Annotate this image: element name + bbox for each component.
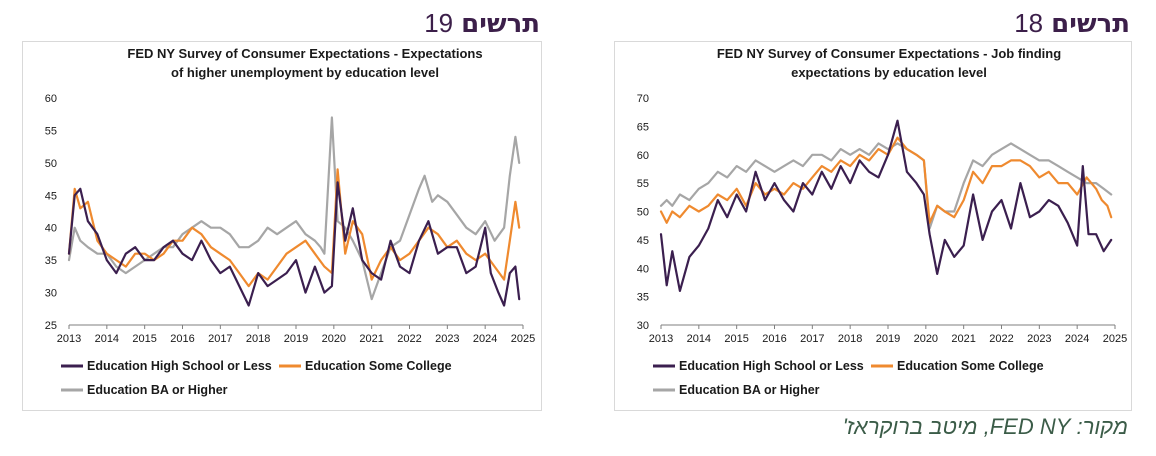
figure-19-label: תרשים (461, 9, 540, 39)
source-note: מקור: FED NY, מיטב ברוקראז' (842, 414, 1128, 439)
series-line-education-some-college (67, 168, 521, 288)
x-tick-label: 2019 (876, 333, 900, 345)
x-tick-label: 2013 (57, 333, 81, 345)
x-tick-label: 2022 (397, 333, 421, 345)
x-tick-label: 2024 (473, 333, 497, 345)
x-tick-label: 2014 (95, 333, 119, 345)
y-tick-label: 30 (45, 288, 57, 300)
y-tick-label: 60 (45, 93, 57, 105)
y-tick-label: 55 (637, 178, 649, 190)
y-tick-label: 40 (45, 223, 57, 235)
x-tick-label: 2017 (208, 333, 232, 345)
chart-title-line: expectations by education level (791, 65, 987, 80)
y-tick-label: 30 (637, 320, 649, 332)
series-line-education-ba-or-higher (659, 142, 1113, 230)
y-tick-label: 65 (637, 121, 649, 133)
x-tick-label: 2015 (132, 333, 156, 345)
series-line-education-ba-or-higher (67, 116, 521, 301)
x-tick-label: 2023 (435, 333, 459, 345)
x-tick-label: 2017 (800, 333, 824, 345)
series-line-education-high-school-or-less (659, 119, 1113, 292)
x-tick-label: 2014 (687, 333, 711, 345)
job-finding-chart: FED NY Survey of Consumer Expectations -… (637, 46, 1127, 397)
x-tick-label: 2024 (1065, 333, 1089, 345)
series-line-education-some-college (659, 136, 1113, 224)
legend-label: Education Some College (305, 359, 452, 373)
chart-title-line: FED NY Survey of Consumer Expectations -… (127, 46, 482, 61)
y-tick-label: 50 (637, 207, 649, 219)
y-tick-label: 70 (637, 93, 649, 105)
x-tick-label: 2020 (322, 333, 346, 345)
y-tick-label: 25 (45, 320, 57, 332)
x-tick-label: 2021 (951, 333, 975, 345)
figure-18-label: תרשים (1051, 9, 1130, 39)
y-tick-label: 45 (45, 190, 57, 202)
x-tick-label: 2020 (914, 333, 938, 345)
chart-title-line: of higher unemployment by education leve… (171, 65, 439, 80)
x-tick-label: 2023 (1027, 333, 1051, 345)
unemployment-chart: FED NY Survey of Consumer Expectations -… (45, 46, 535, 397)
legend-label: Education BA or Higher (679, 383, 820, 397)
figure-18-heading: תרשים 18 (610, 8, 1130, 44)
legend-label: Education BA or Higher (87, 383, 228, 397)
x-tick-label: 2018 (838, 333, 862, 345)
y-tick-label: 55 (45, 125, 57, 137)
figure-19-heading: תרשים 19 (20, 8, 540, 44)
y-tick-label: 35 (45, 255, 57, 267)
x-tick-label: 2016 (762, 333, 786, 345)
x-tick-label: 2018 (246, 333, 270, 345)
figure-18-number: 18 (1014, 8, 1044, 38)
x-tick-label: 2025 (1103, 333, 1127, 345)
legend-label: Education High School or Less (87, 359, 272, 373)
y-tick-label: 60 (637, 150, 649, 162)
x-tick-label: 2025 (511, 333, 535, 345)
x-tick-label: 2013 (649, 333, 673, 345)
x-tick-label: 2022 (989, 333, 1013, 345)
x-tick-label: 2021 (359, 333, 383, 345)
legend-label: Education Some College (897, 359, 1044, 373)
x-tick-label: 2016 (170, 333, 194, 345)
y-tick-label: 50 (45, 158, 57, 170)
chart-title-line: FED NY Survey of Consumer Expectations -… (717, 46, 1061, 61)
series-line-education-high-school-or-less (67, 181, 521, 307)
x-tick-label: 2019 (284, 333, 308, 345)
x-tick-label: 2015 (724, 333, 748, 345)
job-finding-chart-panel: FED NY Survey of Consumer Expectations -… (614, 41, 1132, 411)
y-tick-label: 40 (637, 263, 649, 275)
figure-19-number: 19 (424, 8, 454, 38)
y-tick-label: 45 (637, 235, 649, 247)
legend-label: Education High School or Less (679, 359, 864, 373)
y-tick-label: 35 (637, 292, 649, 304)
unemployment-chart-panel: FED NY Survey of Consumer Expectations -… (22, 41, 542, 411)
